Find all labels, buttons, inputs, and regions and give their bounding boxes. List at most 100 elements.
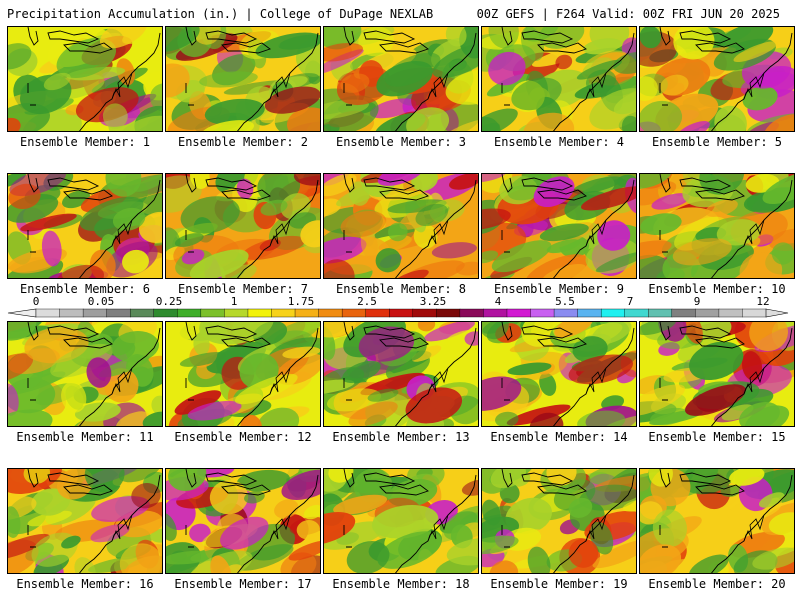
colorbar-swatch <box>648 308 673 318</box>
colorbar-tick-label: 5.5 <box>555 295 575 308</box>
colorbar-tick-label: 0 <box>32 295 40 308</box>
precipitation-field <box>482 27 636 131</box>
ensemble-member-map <box>165 173 321 279</box>
colorbar-swatch <box>624 308 649 318</box>
great-lakes-outline <box>343 174 429 201</box>
colorbar-swatch <box>59 308 84 318</box>
ensemble-member-label: Ensemble Member: 8 <box>335 282 467 296</box>
coastline <box>711 474 793 573</box>
precipitation-field <box>482 174 636 278</box>
coastline <box>395 474 477 573</box>
colorbar-max-arrow <box>765 308 789 318</box>
colorbar-swatch <box>82 308 108 318</box>
colorbar-tick-label: 3.25 <box>419 295 447 308</box>
ensemble-member-map <box>639 468 795 574</box>
precipitation-field <box>8 322 162 426</box>
ensemble-member-map <box>165 321 321 427</box>
coastline <box>553 32 635 131</box>
colorbar <box>7 308 789 318</box>
colorbar-tick-label: 0.25 <box>155 295 183 308</box>
coastline <box>395 32 477 131</box>
precipitation-field <box>324 322 478 426</box>
colorbar-tick-label: 2.5 <box>357 295 377 308</box>
colorbar-tick-label: 9 <box>693 295 701 308</box>
colorbar-swatch <box>129 308 155 318</box>
precipitation-field <box>8 174 162 278</box>
ensemble-member-map <box>639 321 795 427</box>
ensemble-member-label: Ensemble Member: 4 <box>493 135 625 149</box>
ensemble-member-map <box>323 26 479 132</box>
ensemble-member-map <box>481 321 637 427</box>
coastline <box>237 32 319 131</box>
colorbar-swatch <box>271 308 296 318</box>
colorbar-swatch <box>506 308 532 318</box>
ensemble-member-map <box>165 26 321 132</box>
great-lakes-outline <box>27 27 113 54</box>
ensemble-member-label: Ensemble Member: 16 <box>16 577 154 591</box>
ensemble-member-map <box>481 173 637 279</box>
ensemble-member-map <box>323 468 479 574</box>
ensemble-member-label: Ensemble Member: 11 <box>16 430 154 444</box>
colorbar-tick-label: 1 <box>230 295 238 308</box>
ensemble-member-label: Ensemble Member: 18 <box>332 577 470 591</box>
coastline <box>553 179 635 278</box>
colorbar-swatch <box>436 308 461 318</box>
ensemble-member-map <box>481 26 637 132</box>
ensemble-member-label: Ensemble Member: 14 <box>490 430 628 444</box>
ensemble-member-map <box>481 468 637 574</box>
ensemble-member-label: Ensemble Member: 10 <box>648 282 786 296</box>
ensemble-member-label: Ensemble Member: 19 <box>490 577 628 591</box>
colorbar-swatch <box>294 308 320 318</box>
ensemble-member-label: Ensemble Member: 17 <box>174 577 312 591</box>
precipitation-field <box>482 322 636 426</box>
colorbar-swatch <box>695 308 720 318</box>
coastline <box>237 327 319 426</box>
great-lakes-outline <box>343 27 429 54</box>
colorbar-swatch <box>483 308 508 318</box>
precipitation-field <box>166 27 320 131</box>
coastline <box>79 32 161 131</box>
colorbar-swatch <box>224 308 249 318</box>
colorbar-swatch <box>530 308 555 318</box>
ensemble-member-label: Ensemble Member: 6 <box>19 282 151 296</box>
great-lakes-outline <box>659 469 745 496</box>
colorbar-swatch <box>553 308 579 318</box>
ensemble-member-label: Ensemble Member: 13 <box>332 430 470 444</box>
precipitation-field <box>324 27 478 131</box>
coastline <box>237 474 319 573</box>
great-lakes-outline <box>27 469 113 496</box>
ensemble-member-map <box>639 173 795 279</box>
precipitation-field <box>8 469 162 573</box>
great-lakes-outline <box>185 174 271 201</box>
precipitation-field <box>640 174 794 278</box>
colorbar-swatch <box>35 308 61 318</box>
precipitation-field <box>324 469 478 573</box>
ensemble-member-label: Ensemble Member: 1 <box>19 135 151 149</box>
colorbar-swatch <box>200 308 225 318</box>
colorbar-swatch <box>177 308 202 318</box>
ensemble-member-map <box>7 321 163 427</box>
great-lakes-outline <box>343 322 429 349</box>
colorbar-swatch <box>341 308 367 318</box>
ensemble-member-map <box>639 26 795 132</box>
ensemble-member-label: Ensemble Member: 9 <box>493 282 625 296</box>
ensemble-member-label: Ensemble Member: 20 <box>648 577 786 591</box>
coastline <box>79 474 161 573</box>
colorbar-swatch <box>153 308 178 318</box>
great-lakes-outline <box>501 174 587 201</box>
great-lakes-outline <box>501 27 587 54</box>
coastline <box>711 327 793 426</box>
ensemble-member-map <box>7 173 163 279</box>
ensemble-member-map <box>7 468 163 574</box>
precipitation-field <box>482 469 636 573</box>
coastline <box>395 327 477 426</box>
precipitation-field <box>640 27 794 131</box>
great-lakes-outline <box>27 174 113 201</box>
colorbar-swatch <box>718 308 743 318</box>
colorbar-tick-label: 1.75 <box>287 295 315 308</box>
colorbar-swatch <box>412 308 437 318</box>
precipitation-field <box>324 174 478 278</box>
great-lakes-outline <box>185 469 271 496</box>
coastline <box>711 179 793 278</box>
colorbar-swatch <box>247 308 272 318</box>
